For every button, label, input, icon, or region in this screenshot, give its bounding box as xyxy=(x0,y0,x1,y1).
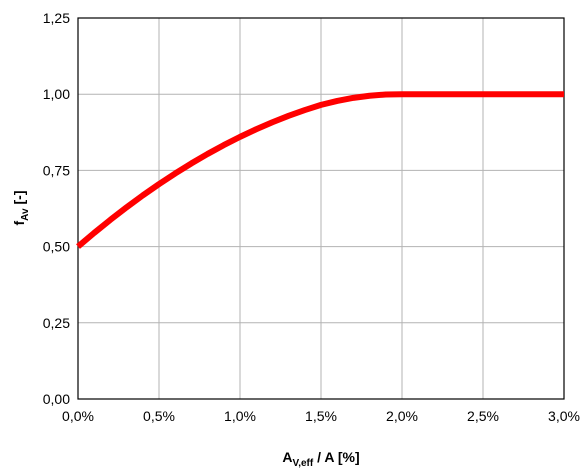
y-tick-label: 1,25 xyxy=(43,10,70,26)
x-tick-label: 1,0% xyxy=(224,408,256,424)
y-axis-title-main: f xyxy=(11,220,27,225)
x-axis-title-sub: V,eff xyxy=(292,458,313,469)
x-tick-labels: 0,0% 0,5% 1,0% 1,5% 2,0% 2,5% 3,0% xyxy=(62,408,580,424)
x-tick-label: 2,5% xyxy=(467,408,499,424)
y-tick-label: 0,75 xyxy=(43,162,70,178)
y-tick-label: 0,25 xyxy=(43,315,70,331)
x-tick-label: 2,0% xyxy=(386,408,418,424)
series-line-0 xyxy=(76,91,564,249)
x-tick-label: 1,5% xyxy=(305,408,337,424)
x-axis-title: AV,eff / A [%] xyxy=(282,449,359,469)
x-axis-title-rest: / A [%] xyxy=(313,449,359,465)
x-tick-label: 3,0% xyxy=(548,408,580,424)
x-tick-label: 0,0% xyxy=(62,408,94,424)
x-axis-title-main: A xyxy=(282,449,292,465)
y-tick-label: 1,00 xyxy=(43,86,70,102)
y-tick-label: 0,00 xyxy=(43,391,70,407)
y-tick-labels: 0,00 0,25 0,50 0,75 1,00 1,25 xyxy=(43,10,70,407)
y-tick-label: 0,50 xyxy=(43,239,70,255)
plot-border xyxy=(77,17,565,400)
y-axis-title-sub: Av xyxy=(20,208,31,221)
series-layer xyxy=(76,91,564,249)
x-tick-label: 0,5% xyxy=(143,408,175,424)
y-axis-title: fAv [-] xyxy=(11,191,31,226)
y-axis-title-rest: [-] xyxy=(11,191,27,209)
